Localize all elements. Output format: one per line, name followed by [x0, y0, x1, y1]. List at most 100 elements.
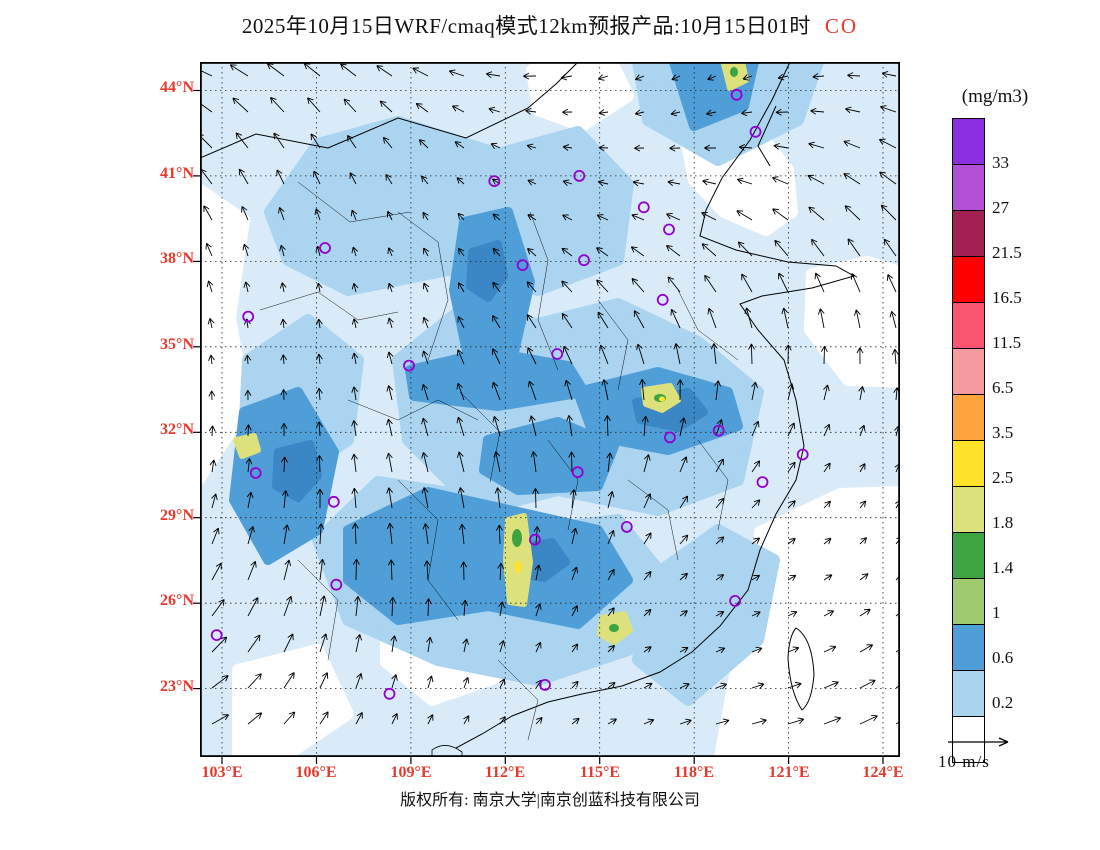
wind-legend-arrow	[948, 737, 1009, 747]
wind-arrow-icon	[706, 109, 717, 117]
wind-arrow-icon	[355, 712, 363, 725]
lon-axis-label: 112°E	[484, 764, 526, 781]
wind-arrow-icon	[676, 379, 684, 401]
wind-arrow-icon	[701, 211, 717, 221]
wind-arrow-icon	[607, 644, 615, 653]
city-marker	[327, 495, 340, 508]
wind-arrow-icon	[632, 179, 645, 187]
copyright-text: 版权所有: 南京大学|南京创蓝科技有限公司	[400, 792, 700, 809]
lat-axis-label: 35°N	[160, 336, 194, 353]
wind-arrow-icon	[880, 204, 897, 221]
province-border	[397, 211, 449, 361]
wind-arrow-icon	[492, 416, 501, 437]
wind-arrow-icon	[463, 715, 470, 725]
wind-arrow-icon	[643, 493, 652, 509]
wind-arrow-icon	[561, 247, 573, 257]
wind-arrow-icon	[630, 246, 645, 257]
wind-arrow-icon	[667, 179, 681, 186]
wind-arrow-icon	[283, 711, 296, 725]
wind-arrow-icon	[211, 493, 218, 509]
wind-arrow-icon	[283, 524, 290, 545]
colorbar-tick-label: 33	[992, 153, 1009, 172]
wind-arrow-icon	[751, 611, 761, 618]
wind-arrow-icon	[426, 636, 433, 653]
wind-arrow-icon	[529, 415, 537, 437]
wind-arrow-icon	[596, 214, 609, 221]
wind-arrow-icon	[562, 108, 573, 116]
wind-arrow-icon	[247, 525, 255, 545]
wind-arrow-icon	[247, 597, 259, 617]
wind-arrow-icon	[636, 343, 645, 365]
wind-arrow-icon	[751, 460, 761, 473]
wind-arrow-icon	[566, 414, 573, 437]
province-border	[459, 391, 501, 483]
map-border	[199, 61, 901, 758]
colorbar-tick-label: 0.6	[992, 648, 1014, 667]
colorbar-tick-label: 1.8	[992, 513, 1014, 532]
wind-arrow-icon	[787, 383, 795, 401]
wind-arrow-icon	[787, 500, 796, 509]
wind-arrow-icon	[530, 451, 538, 473]
wind-arrow-icon	[715, 682, 727, 690]
wind-arrow-icon	[778, 272, 789, 293]
province-border	[697, 439, 729, 531]
wind-arrow-icon	[421, 452, 429, 473]
wind-arrow-icon	[316, 488, 324, 509]
wind-arrow-icon	[448, 69, 465, 77]
wind-arrow-icon	[241, 205, 249, 221]
wind-arrow-icon	[607, 491, 615, 509]
wind-arrow-icon	[426, 675, 434, 689]
wind-arrow-icon	[387, 559, 395, 581]
wind-arrow-icon	[527, 380, 537, 401]
wind-arrow-icon	[881, 70, 897, 78]
wind-arrow-icon	[457, 247, 465, 257]
wind-arrow-icon	[571, 680, 579, 689]
city-marker	[573, 170, 586, 182]
wind-arrow-icon	[679, 718, 692, 726]
wind-arrow-icon	[596, 279, 609, 293]
wind-arrow-icon	[315, 282, 323, 293]
wind-arrow-icon	[562, 144, 573, 151]
wind-arrow-icon	[456, 416, 465, 437]
wind-arrow-icon	[347, 135, 357, 149]
wind-arrow-icon	[715, 458, 724, 473]
wind-arrow-icon	[390, 635, 398, 653]
wind-arrow-icon	[607, 568, 615, 581]
wind-arrow-icon	[571, 566, 579, 581]
wind-arrow-icon	[571, 717, 580, 725]
wind-arrow-icon	[641, 415, 649, 437]
wind-arrow-icon	[317, 523, 325, 545]
wind-arrow-icon	[715, 718, 730, 726]
wind-arrow-icon	[456, 177, 465, 185]
wind-arrow-icon	[386, 452, 393, 473]
contour-fill	[804, 256, 900, 388]
wind-arrow-icon	[492, 281, 501, 293]
wind-arrow-icon	[207, 318, 215, 329]
wind-arrow-icon	[679, 417, 687, 437]
wind-arrow-icon	[679, 647, 689, 654]
wind-arrow-icon	[283, 559, 292, 581]
colorbar-segment	[953, 487, 984, 533]
wind-arrow-icon	[421, 175, 429, 185]
wind-arrow-icon	[737, 241, 753, 257]
wind-arrow-icon	[823, 680, 839, 689]
wind-arrow-icon	[278, 207, 285, 221]
wind-arrow-icon	[781, 307, 789, 329]
wind-arrow-icon	[643, 454, 651, 473]
wind-arrow-icon	[535, 603, 542, 617]
wind-arrow-icon	[247, 712, 263, 725]
colorbar-tick-label: 1.4	[992, 558, 1014, 577]
wind-arrow-icon	[497, 562, 505, 581]
wind-arrow-icon	[421, 417, 429, 437]
wind-arrow-icon	[273, 132, 285, 149]
wind-arrow-icon	[422, 523, 430, 545]
wind-arrow-icon	[607, 529, 615, 545]
wind-arrow-icon	[316, 455, 323, 473]
colorbar-tick-label: 6.5	[992, 378, 1014, 397]
city-marker	[571, 466, 584, 479]
wind-arrow-icon	[423, 247, 430, 257]
city-marker	[488, 175, 501, 187]
wind-arrow-icon	[715, 419, 724, 437]
wind-arrow-icon	[209, 459, 217, 473]
colorbar-segment	[953, 165, 984, 211]
